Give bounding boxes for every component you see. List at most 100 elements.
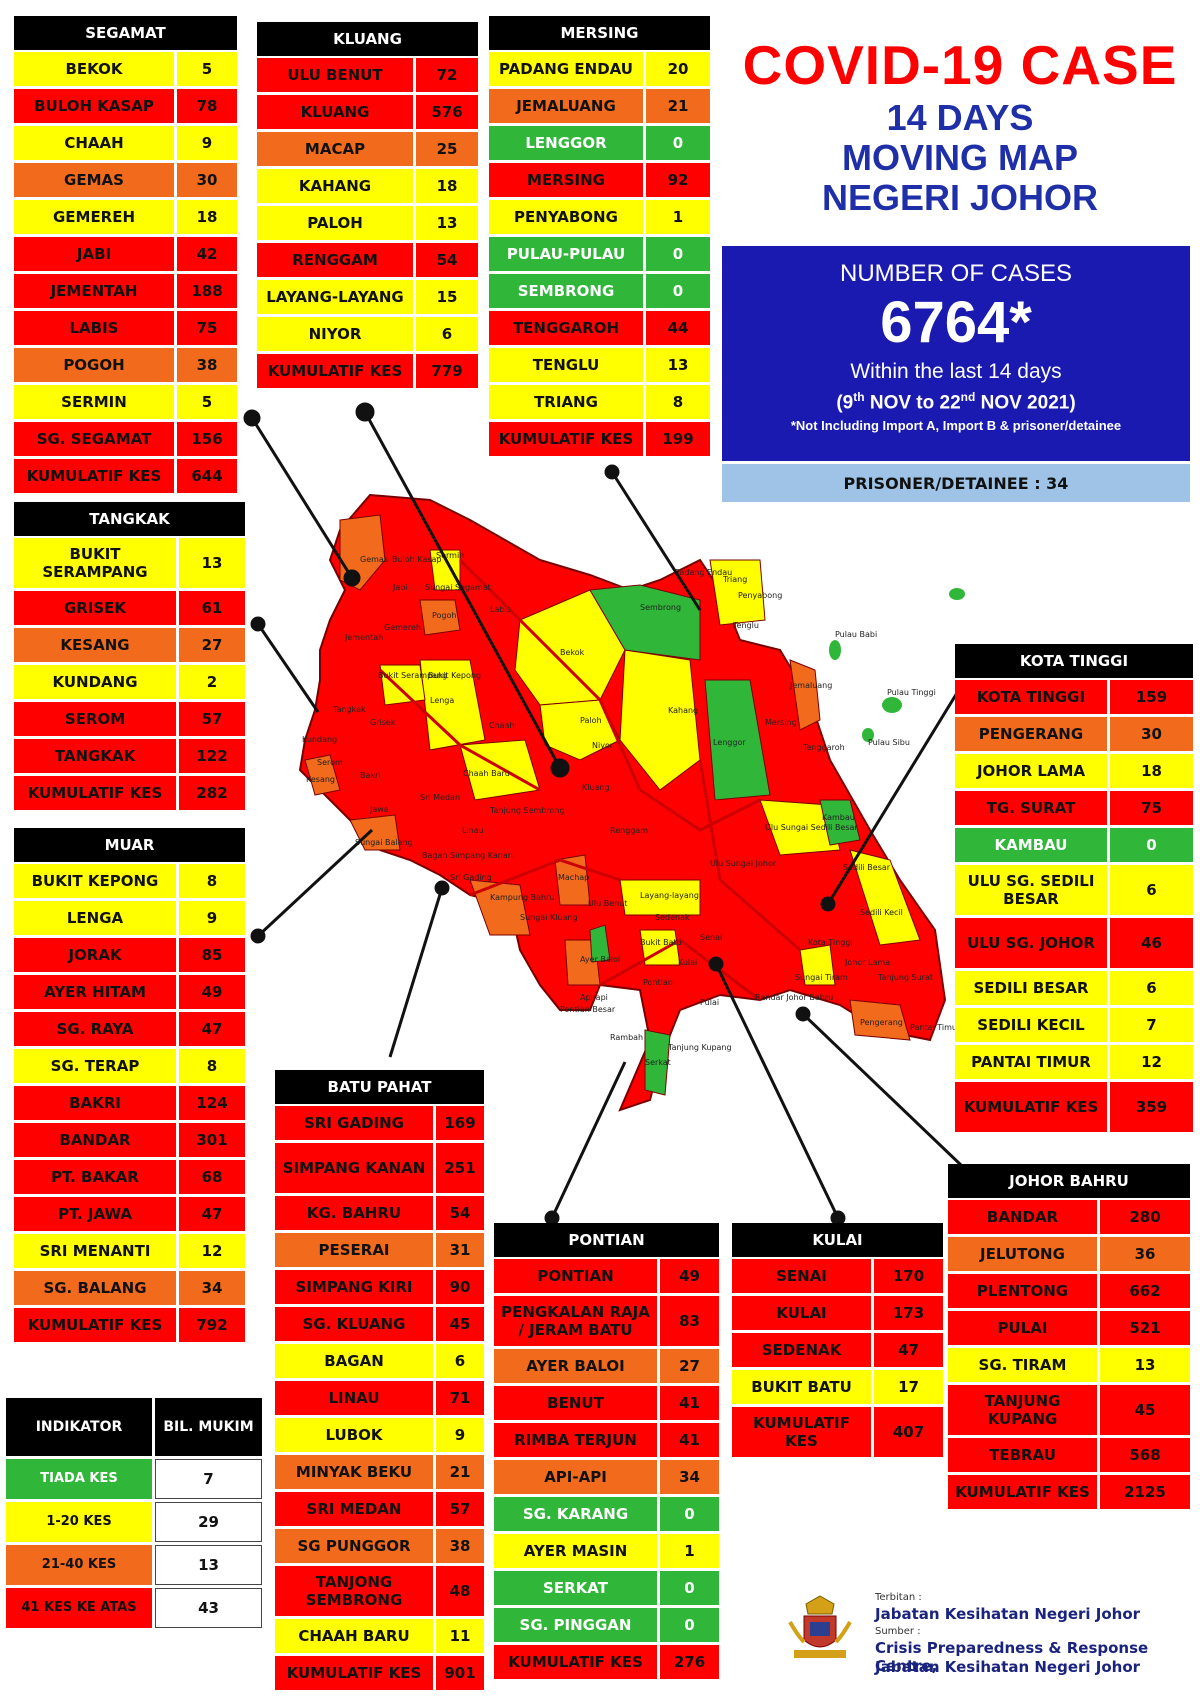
map-label: Triang — [722, 575, 747, 584]
case-count: 44 — [646, 311, 710, 345]
leader-dot — [243, 409, 261, 427]
cumulative-row: KUMULATIF KES 359 — [955, 1082, 1193, 1132]
cumulative-row: KUMULATIF KES 779 — [257, 354, 478, 388]
mukim-name: ULU SG. JOHOR — [955, 918, 1107, 968]
case-count: 407 — [874, 1407, 943, 1457]
case-count: 644 — [177, 459, 237, 493]
leader-batupahat — [388, 887, 444, 1058]
case-count: 170 — [874, 1259, 943, 1293]
mukim-name: SENAI — [732, 1259, 871, 1293]
mukim-name: TRIANG — [489, 385, 643, 419]
map-label: Kahang — [668, 706, 698, 715]
map-label: Tangkak — [332, 705, 366, 714]
case-count: 30 — [1110, 717, 1193, 751]
case-count: 71 — [436, 1381, 484, 1415]
case-count: 90 — [436, 1270, 484, 1304]
map-label: Grisek — [370, 718, 396, 727]
map-label: Jemaluang — [789, 681, 832, 690]
case-count: 251 — [436, 1143, 484, 1193]
case-count: 901 — [436, 1656, 484, 1690]
cumulative-row: KUMULATIF KES 282 — [14, 776, 245, 810]
legend-col2: BIL. MUKIM — [155, 1398, 262, 1456]
case-count: 17 — [874, 1370, 943, 1404]
map-label: Buloh Kasap — [392, 555, 441, 564]
table-row: PANTAI TIMUR 12 — [955, 1045, 1193, 1079]
case-count: 6 — [416, 317, 478, 351]
map-region-lenggor — [704, 679, 771, 801]
map-label: Pulau Babi — [835, 630, 877, 639]
map-label: Layang-layang — [640, 891, 699, 900]
map-label: Ulu Benut — [588, 899, 627, 908]
case-count: 9 — [179, 901, 245, 935]
prisoner-box: PRISONER/DETAINEE : 34 — [722, 464, 1190, 502]
mukim-name: BENUT — [494, 1386, 657, 1420]
mukim-name: MINYAK BEKU — [275, 1455, 433, 1489]
cumulative-row: KUMULATIF KES 901 — [275, 1656, 484, 1690]
table-row: JOHOR LAMA 18 — [955, 754, 1193, 788]
table-row: PT. BAKAR 68 — [14, 1160, 245, 1194]
case-count: 169 — [436, 1106, 484, 1140]
table-row: LABIS 75 — [14, 311, 237, 345]
map-label: Tenggaroh — [802, 743, 845, 752]
terbitan-value: Jabatan Kesihatan Negeri Johor — [875, 1605, 1141, 1623]
mukim-name: KUMULATIF KES — [489, 422, 643, 456]
mukim-name: SEDENAK — [732, 1333, 871, 1367]
case-count: 2125 — [1100, 1475, 1190, 1509]
map-island — [949, 588, 965, 600]
mukim-name: LINAU — [275, 1381, 433, 1415]
table-row: TANJUNG KUPANG 45 — [948, 1385, 1190, 1435]
title-block: COVID-19 CASE 14 DAYS MOVING MAP NEGERI … — [720, 32, 1200, 218]
case-count: 38 — [436, 1529, 484, 1563]
case-count: 75 — [177, 311, 237, 345]
district-header: KULAI — [732, 1223, 943, 1257]
case-count: 0 — [1110, 828, 1193, 862]
case-count: 1 — [646, 200, 710, 234]
map-label: Sri Gading — [450, 873, 492, 882]
table-row: SEDILI BESAR 6 — [955, 971, 1193, 1005]
title-line: NEGERI JOHOR — [821, 177, 1099, 218]
title-line: MOVING MAP — [841, 137, 1078, 178]
map-region-pogoh — [419, 599, 461, 636]
case-count: 6 — [1110, 865, 1193, 915]
table-row: LENGA 9 — [14, 901, 245, 935]
mukim-name: SG. TIRAM — [948, 1348, 1097, 1382]
mukim-name: GEMAS — [14, 163, 174, 197]
mukim-name: LABIS — [14, 311, 174, 345]
map-label: Tanjung Surat — [877, 973, 933, 982]
map-island — [882, 697, 902, 713]
leader-tangkak — [256, 623, 320, 713]
map-label: Pontian — [643, 978, 673, 987]
map-region-jemaluang — [789, 659, 821, 731]
table-row: JELUTONG 36 — [948, 1237, 1190, 1271]
map-label: Chaah Baru — [463, 769, 510, 778]
case-count: 54 — [436, 1196, 484, 1230]
case-count: 662 — [1100, 1274, 1190, 1308]
table-row: SIMPANG KIRI 90 — [275, 1270, 484, 1304]
table-row: SG. PINGGAN 0 — [494, 1608, 719, 1642]
mukim-name: SG PUNGGOR — [275, 1529, 433, 1563]
mukim-name: PALOH — [257, 206, 413, 240]
leader-kotatinggi — [826, 687, 962, 905]
district-table-kotatinggi: KOTA TINGGI KOTA TINGGI 159 PENGERANG 30 JOHO… — [955, 644, 1193, 1135]
map-label: Paloh — [580, 716, 602, 725]
map-island — [862, 728, 874, 742]
table-row: AYER BALOI 27 — [494, 1349, 719, 1383]
map-island — [829, 640, 841, 660]
table-row: TENGLU 13 — [489, 348, 710, 382]
mukim-name: TANGKAK — [14, 739, 176, 773]
table-row: BAGAN 6 — [275, 1344, 484, 1378]
legend-row: 1-20 KES 29 — [6, 1502, 262, 1542]
case-count: 47 — [179, 1012, 245, 1046]
map-label: Rambah — [610, 1033, 643, 1042]
table-row: PENYABONG 1 — [489, 200, 710, 234]
leader-kluang — [363, 411, 562, 769]
table-row: API-API 34 — [494, 1460, 719, 1494]
table-row: PESERAI 31 — [275, 1233, 484, 1267]
map-label: Ulu Sungai Sedili Besar — [765, 823, 858, 832]
legend-col1: INDIKATOR — [6, 1398, 152, 1456]
table-row: KAHANG 18 — [257, 169, 478, 203]
table-row: JABI 42 — [14, 237, 237, 271]
table-row: SRI MENANTI 12 — [14, 1234, 245, 1268]
leader-kulai — [714, 963, 840, 1219]
table-row: PALOH 13 — [257, 206, 478, 240]
